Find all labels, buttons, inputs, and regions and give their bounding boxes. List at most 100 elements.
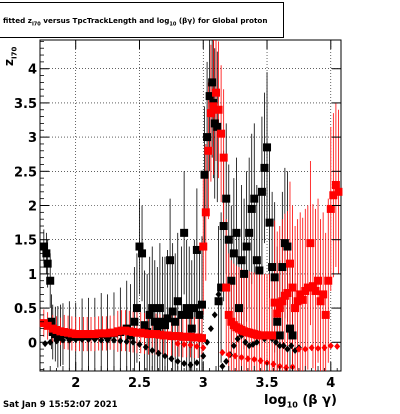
data-point-diamond — [327, 342, 334, 350]
markers-layer — [39, 78, 343, 372]
data-point-square — [319, 290, 328, 299]
data-point-diamond — [193, 342, 200, 350]
data-point-square — [222, 283, 231, 292]
data-point-diamond — [225, 351, 232, 359]
data-point-square — [285, 259, 294, 268]
data-point-diamond — [149, 346, 156, 354]
data-point-diamond — [234, 335, 241, 343]
data-point-diamond — [253, 338, 260, 346]
data-point-square — [224, 310, 233, 319]
data-point-square — [252, 256, 261, 265]
y-axis-z: z — [2, 59, 16, 66]
data-point-diamond — [110, 336, 117, 344]
x-tick-label: 3.5 — [256, 376, 279, 391]
title-suffix: for Global proton — [197, 16, 268, 25]
data-point-diamond — [315, 344, 322, 352]
data-point-square — [180, 228, 189, 237]
data-point-diamond — [284, 345, 291, 353]
data-point-square — [314, 276, 323, 285]
data-point-square — [306, 239, 315, 248]
title-middle: versus TpcTrackLength and log — [43, 16, 170, 25]
data-point-square — [255, 266, 264, 275]
data-point-square — [329, 191, 338, 200]
data-point-square — [273, 317, 282, 326]
data-point-square — [334, 187, 343, 196]
data-point-square — [43, 259, 52, 268]
data-point-diamond — [174, 340, 181, 348]
data-point-square — [187, 324, 196, 333]
data-point-square — [278, 297, 287, 306]
data-point-square — [173, 297, 182, 306]
data-point-square — [275, 331, 284, 340]
data-point-square — [260, 163, 269, 172]
data-point-square — [212, 88, 221, 97]
data-point-square — [303, 283, 312, 292]
y-tick-label: 3.5 — [14, 97, 37, 112]
data-point-square — [283, 242, 292, 251]
data-point-square — [43, 321, 52, 330]
data-point-square — [263, 143, 272, 152]
data-point-diamond — [251, 355, 258, 363]
data-point-square — [199, 242, 208, 251]
data-point-diamond — [276, 342, 283, 350]
data-point-square — [222, 194, 231, 203]
y-tick-label: 2 — [28, 200, 37, 215]
data-point-square — [311, 286, 320, 295]
data-point-square — [163, 314, 172, 323]
data-point-diamond — [288, 342, 295, 350]
data-point-diamond — [181, 340, 188, 348]
data-point-square — [324, 276, 333, 285]
x-axis-beta-gamma: (β γ) — [297, 393, 337, 408]
x-tick-label: 2 — [71, 376, 80, 391]
data-point-square — [293, 297, 302, 306]
data-point-square — [273, 309, 282, 318]
data-point-square — [135, 242, 144, 251]
data-point-square — [219, 153, 228, 162]
data-point-diamond — [66, 336, 73, 344]
data-point-diamond — [161, 352, 168, 360]
data-point-square — [203, 133, 212, 142]
x-tick-label: 4 — [326, 376, 335, 391]
data-point-diamond — [104, 336, 111, 344]
data-point-diamond — [130, 338, 137, 346]
data-point-diamond — [168, 355, 175, 363]
data-point-square — [214, 105, 223, 114]
data-point-diamond — [321, 344, 328, 352]
data-point-diamond — [283, 364, 290, 372]
title-prefix: fitted — [3, 16, 26, 25]
x-axis-subscript: 10 — [286, 400, 298, 410]
title-log-subscript: 10 — [169, 21, 177, 28]
data-point-square — [160, 321, 169, 330]
x-tick-label: 3 — [199, 376, 208, 391]
y-axis-subscript: I70 — [10, 46, 19, 60]
data-point-diamond — [59, 336, 66, 344]
y-tick-label: 3 — [28, 131, 37, 146]
data-point-square — [145, 310, 154, 319]
data-point-square — [278, 263, 287, 272]
data-point-diamond — [238, 353, 245, 361]
data-point-square — [227, 276, 236, 285]
data-point-square — [316, 297, 325, 306]
data-point-diamond — [230, 342, 237, 350]
x-tick-label: 2.5 — [128, 376, 151, 391]
data-point-square — [138, 249, 147, 258]
data-point-diamond — [211, 311, 218, 319]
data-point-square — [308, 282, 317, 291]
y-tick-label: 0.5 — [14, 302, 37, 317]
data-point-diamond — [53, 337, 60, 345]
data-point-diamond — [270, 360, 277, 368]
data-point-square — [298, 295, 307, 304]
data-point-square — [331, 180, 340, 189]
title-z-subscript: I70 — [31, 21, 41, 28]
data-point-square — [257, 187, 266, 196]
axes: 2 2.5 3 3.5 4 0 0.5 1 1.5 2 2.5 3 3.5 4 — [14, 40, 341, 391]
data-point-diamond — [47, 338, 54, 346]
data-point-diamond — [174, 357, 181, 365]
y-tick-label: 4 — [28, 63, 37, 78]
data-point-square — [219, 222, 228, 231]
data-point-square — [42, 249, 51, 258]
data-point-square — [177, 310, 186, 319]
data-point-square — [200, 170, 209, 179]
data-point-square — [291, 304, 300, 313]
